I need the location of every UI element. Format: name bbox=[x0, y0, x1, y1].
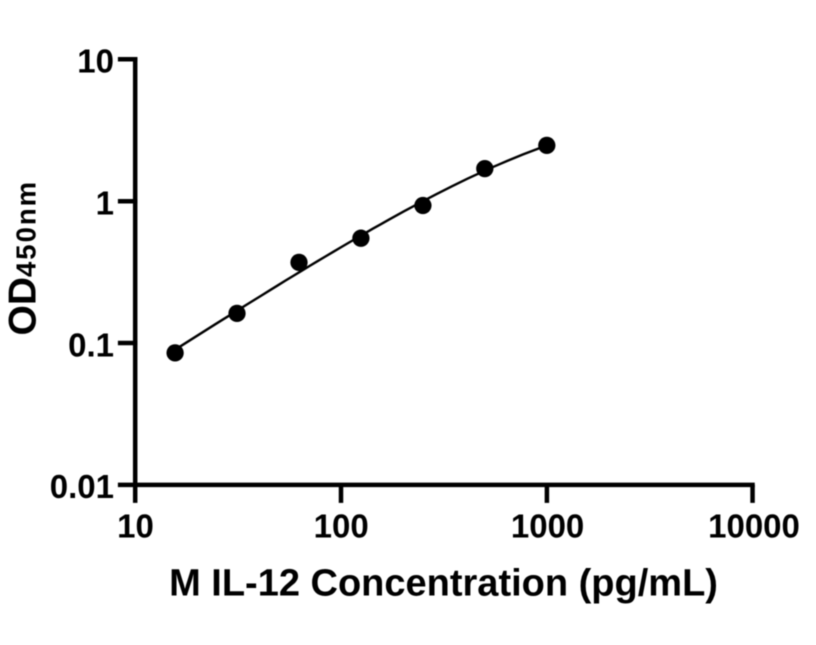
svg-text:0.1: 0.1 bbox=[68, 326, 114, 363]
svg-text:1000: 1000 bbox=[511, 508, 584, 545]
svg-text:10: 10 bbox=[77, 43, 114, 80]
svg-text:10: 10 bbox=[117, 508, 154, 545]
svg-text:1: 1 bbox=[96, 185, 114, 222]
svg-text:0.01: 0.01 bbox=[50, 468, 114, 505]
svg-text:10000: 10000 bbox=[708, 508, 800, 545]
svg-text:M IL-12 Concentration (pg/mL): M IL-12 Concentration (pg/mL) bbox=[169, 563, 718, 605]
svg-text:100: 100 bbox=[314, 508, 369, 545]
